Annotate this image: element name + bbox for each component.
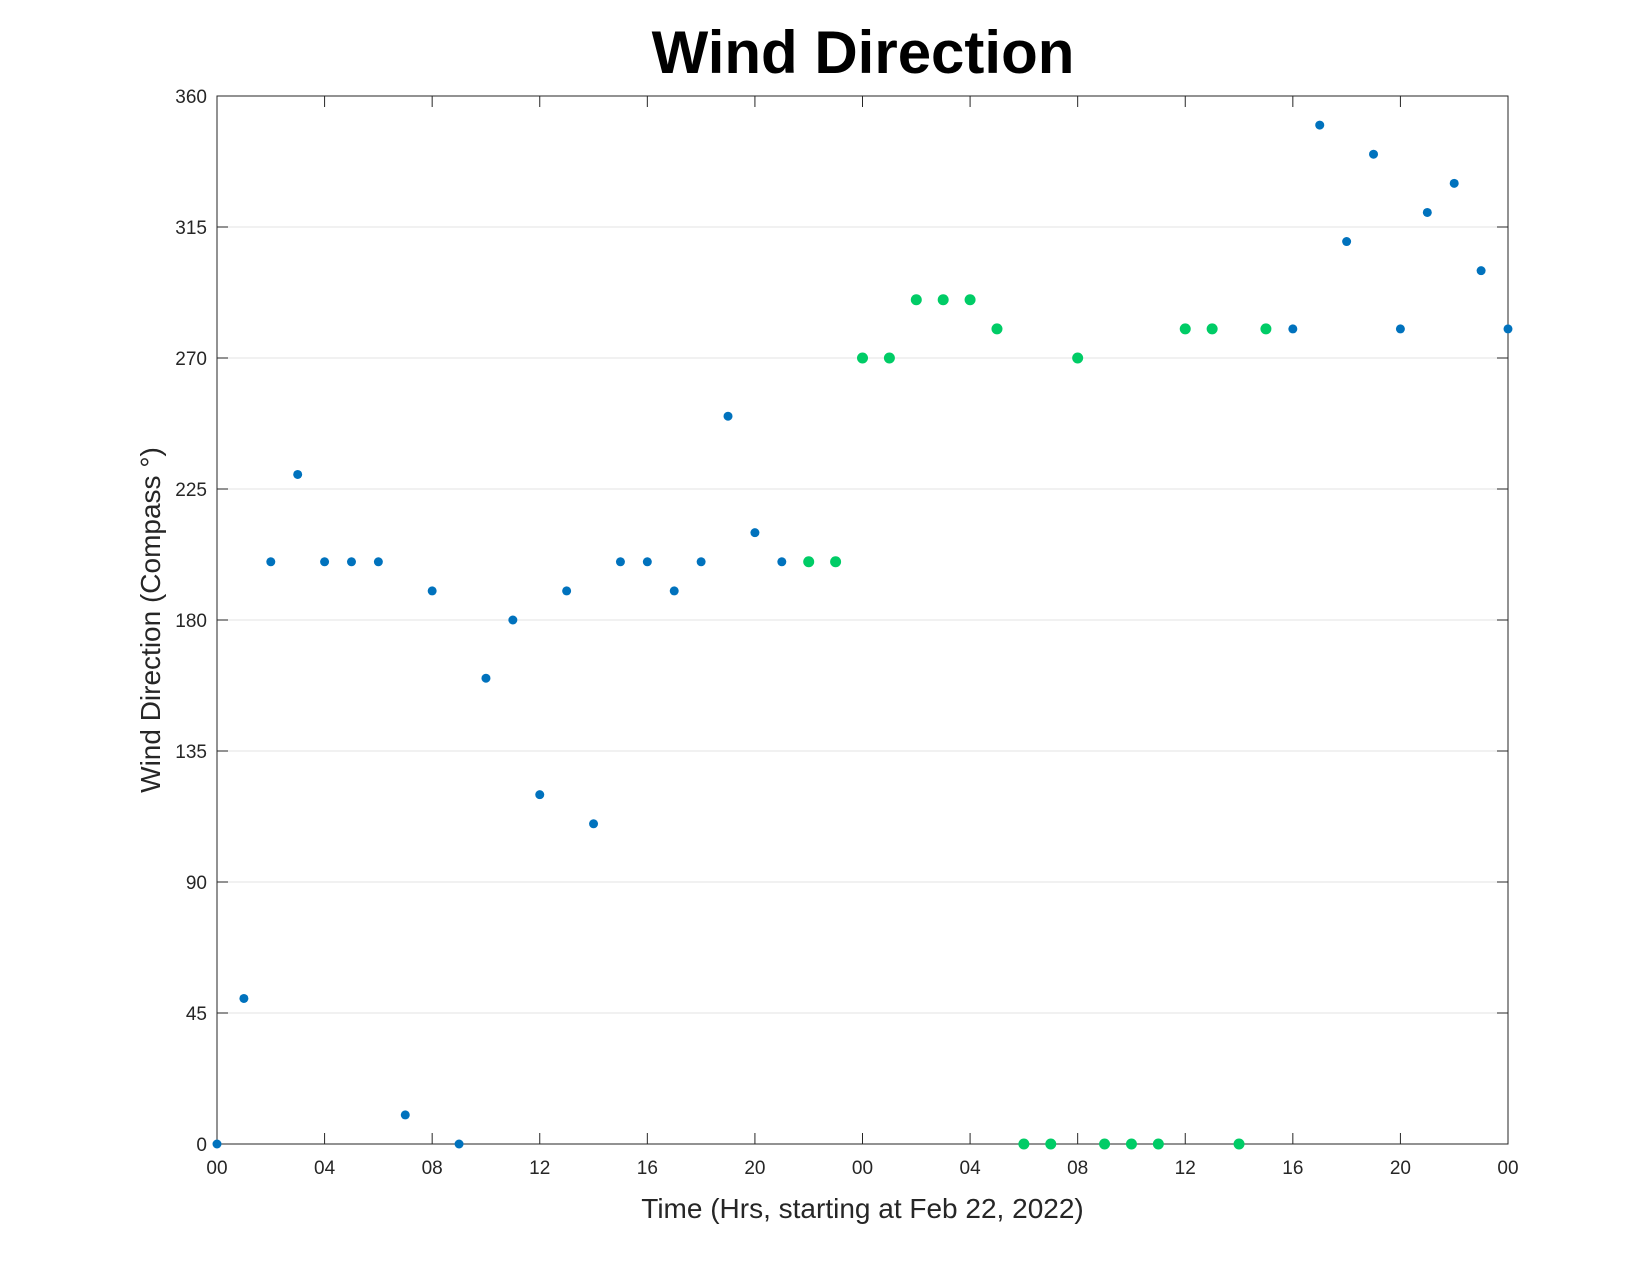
data-points — [212, 120, 1513, 1150]
data-point — [1288, 324, 1298, 334]
y-tick-label: 135 — [175, 742, 207, 763]
data-point — [1152, 1138, 1164, 1150]
y-tick-label: 180 — [175, 611, 207, 632]
data-point — [1072, 352, 1084, 364]
data-point — [373, 557, 383, 567]
data-point — [615, 557, 625, 567]
x-tick-label: 00 — [206, 1158, 227, 1179]
data-point — [293, 469, 303, 479]
y-tick-label: 0 — [196, 1135, 207, 1156]
data-point — [427, 586, 437, 596]
data-point — [1503, 324, 1513, 334]
data-point — [400, 1110, 410, 1120]
data-point — [212, 1139, 222, 1149]
data-point — [642, 557, 652, 567]
data-point — [1369, 149, 1379, 159]
data-point — [964, 294, 976, 306]
y-tick-label: 315 — [175, 218, 207, 239]
data-point — [1233, 1138, 1245, 1150]
y-tick-label: 225 — [175, 480, 207, 501]
data-point — [937, 294, 949, 306]
x-tick-label: 08 — [422, 1158, 443, 1179]
data-point — [535, 790, 545, 800]
data-point — [266, 557, 276, 567]
y-tick-label: 360 — [175, 87, 207, 108]
data-point — [481, 673, 491, 683]
data-point — [346, 557, 356, 567]
data-point — [669, 586, 679, 596]
data-point — [777, 557, 787, 567]
grid-lines — [217, 226, 1508, 1014]
data-point — [750, 528, 760, 538]
data-point — [1206, 323, 1218, 335]
x-tick-label: 04 — [960, 1158, 982, 1179]
y-tick-label: 270 — [175, 349, 207, 370]
data-point — [320, 557, 330, 567]
y-axis-label: Wind Direction (Compass °) — [135, 447, 166, 793]
data-point — [1179, 323, 1191, 335]
data-point — [1449, 178, 1459, 188]
data-point — [589, 819, 599, 829]
data-point — [857, 352, 868, 364]
x-tick-label: 04 — [314, 1158, 336, 1179]
data-point — [696, 557, 706, 567]
data-point — [1395, 324, 1405, 334]
x-tick-label: 16 — [1282, 1158, 1303, 1179]
data-point — [1099, 1138, 1111, 1150]
data-point — [883, 352, 895, 364]
data-point — [1045, 1138, 1057, 1150]
data-point — [830, 556, 842, 568]
data-point — [1260, 323, 1272, 335]
data-point — [991, 323, 1003, 335]
x-tick-label: 12 — [1175, 1158, 1196, 1179]
data-point — [562, 586, 572, 596]
x-tick-label: 16 — [637, 1158, 658, 1179]
axis-ticks: 0 45 90 135 180 225 270 315 360 00 04 08 12 16 20 00 04 0… — [175, 87, 1518, 1179]
data-point — [454, 1139, 464, 1149]
data-point — [1342, 237, 1352, 247]
x-tick-label: 00 — [852, 1158, 873, 1179]
x-tick-label: 12 — [529, 1158, 550, 1179]
data-point — [910, 294, 922, 306]
chart-title: Wind Direction — [652, 19, 1075, 86]
data-point — [239, 993, 249, 1003]
data-point — [803, 556, 815, 568]
data-point — [1315, 120, 1325, 130]
x-tick-label: 00 — [1497, 1158, 1518, 1179]
data-point — [1125, 1138, 1137, 1150]
data-point — [1422, 207, 1432, 217]
data-point — [723, 411, 733, 421]
x-tick-label: 20 — [744, 1158, 765, 1179]
y-tick-label: 90 — [186, 873, 207, 894]
x-tick-label: 08 — [1067, 1158, 1088, 1179]
data-point — [1018, 1138, 1030, 1150]
data-point — [1476, 266, 1486, 276]
x-axis-label: Time (Hrs, starting at Feb 22, 2022) — [641, 1193, 1083, 1224]
y-tick-label: 45 — [186, 1004, 207, 1025]
x-tick-label: 20 — [1390, 1158, 1411, 1179]
data-point — [508, 615, 518, 625]
